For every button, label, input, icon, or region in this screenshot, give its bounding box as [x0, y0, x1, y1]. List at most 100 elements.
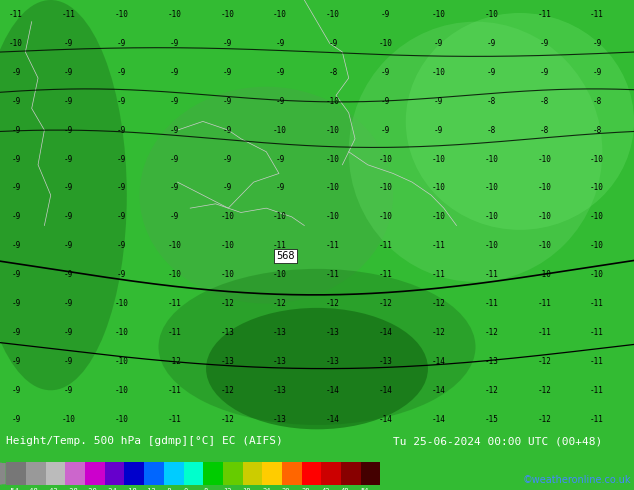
Text: -10: -10	[537, 183, 551, 193]
Text: -13: -13	[273, 415, 287, 424]
Text: -8: -8	[164, 488, 172, 490]
Text: -15: -15	[484, 415, 498, 424]
Text: 30: 30	[282, 488, 290, 490]
Text: 54: 54	[361, 488, 369, 490]
Text: -8: -8	[540, 97, 549, 106]
Text: -11: -11	[537, 10, 551, 19]
Text: 8: 8	[204, 488, 207, 490]
Text: -9: -9	[434, 97, 443, 106]
Text: -8: -8	[592, 125, 602, 135]
Text: -9: -9	[223, 183, 232, 193]
Text: -10: -10	[9, 39, 23, 48]
Text: -10: -10	[484, 183, 498, 193]
Text: -11: -11	[590, 386, 604, 395]
Text: -11: -11	[61, 10, 75, 19]
Text: -11: -11	[167, 386, 181, 395]
Text: -11: -11	[590, 415, 604, 424]
Text: -9: -9	[170, 183, 179, 193]
Text: -12: -12	[378, 299, 392, 308]
Text: -10: -10	[378, 154, 392, 164]
Text: -9: -9	[64, 270, 74, 279]
Text: -10: -10	[590, 270, 604, 279]
Text: -9: -9	[64, 357, 74, 366]
Text: -11: -11	[167, 328, 181, 337]
Text: -10: -10	[537, 212, 551, 221]
Text: -10: -10	[220, 241, 234, 250]
Text: -9: -9	[64, 328, 74, 337]
Text: -9: -9	[117, 125, 126, 135]
Text: -12: -12	[326, 299, 340, 308]
Text: -9: -9	[381, 10, 391, 19]
Text: -9: -9	[64, 125, 74, 135]
Text: -10: -10	[378, 39, 392, 48]
Bar	[341, 462, 361, 486]
Text: -12: -12	[432, 299, 446, 308]
Text: -14: -14	[378, 328, 392, 337]
Bar	[302, 462, 321, 486]
Text: -10: -10	[432, 212, 446, 221]
Text: -14: -14	[378, 415, 392, 424]
Text: -14: -14	[326, 415, 340, 424]
Text: -10: -10	[115, 10, 129, 19]
Text: -9: -9	[223, 97, 232, 106]
Text: -13: -13	[220, 357, 234, 366]
Text: -9: -9	[64, 241, 74, 250]
Text: -11: -11	[326, 270, 340, 279]
Text: -9: -9	[275, 39, 285, 48]
Text: -9: -9	[117, 154, 126, 164]
Text: 42: 42	[321, 488, 330, 490]
Text: -10: -10	[484, 154, 498, 164]
Ellipse shape	[158, 269, 476, 425]
Text: -10: -10	[432, 10, 446, 19]
Text: -14: -14	[326, 386, 340, 395]
Text: -54: -54	[6, 488, 19, 490]
Text: -9: -9	[11, 415, 20, 424]
Text: -9: -9	[117, 97, 126, 106]
Text: -10: -10	[273, 10, 287, 19]
Text: -9: -9	[117, 68, 126, 77]
Text: 568: 568	[276, 251, 295, 261]
Text: -10: -10	[484, 10, 498, 19]
Text: -10: -10	[432, 154, 446, 164]
Text: -9: -9	[11, 183, 20, 193]
Text: -9: -9	[275, 68, 285, 77]
Text: -9: -9	[117, 241, 126, 250]
Bar	[361, 462, 380, 486]
Text: -13: -13	[273, 328, 287, 337]
Text: -11: -11	[484, 299, 498, 308]
Text: -12: -12	[484, 328, 498, 337]
Bar	[282, 462, 302, 486]
Text: -9: -9	[64, 299, 74, 308]
Text: 18: 18	[243, 488, 251, 490]
Bar	[124, 462, 144, 486]
Text: -9: -9	[434, 125, 443, 135]
Text: -9: -9	[11, 68, 20, 77]
Text: -9: -9	[381, 97, 391, 106]
Bar	[183, 462, 204, 486]
Text: -11: -11	[378, 241, 392, 250]
Text: -9: -9	[64, 154, 74, 164]
Bar	[6, 462, 26, 486]
Text: -11: -11	[326, 241, 340, 250]
Text: -10: -10	[220, 10, 234, 19]
Text: -10: -10	[484, 241, 498, 250]
Text: -12: -12	[273, 299, 287, 308]
Text: 12: 12	[223, 488, 231, 490]
Text: -9: -9	[11, 125, 20, 135]
Bar	[105, 462, 124, 486]
Text: -14: -14	[432, 386, 446, 395]
Text: -10: -10	[537, 270, 551, 279]
Text: -9: -9	[592, 68, 602, 77]
FancyArrow shape	[0, 462, 6, 486]
Text: -11: -11	[484, 270, 498, 279]
Text: -10: -10	[484, 212, 498, 221]
Text: -10: -10	[61, 415, 75, 424]
Text: -24: -24	[105, 488, 117, 490]
Bar	[46, 462, 65, 486]
Text: -9: -9	[11, 270, 20, 279]
Text: -9: -9	[381, 125, 391, 135]
Text: -10: -10	[378, 212, 392, 221]
Text: -48: -48	[26, 488, 39, 490]
Text: -9: -9	[170, 39, 179, 48]
Text: -11: -11	[537, 299, 551, 308]
